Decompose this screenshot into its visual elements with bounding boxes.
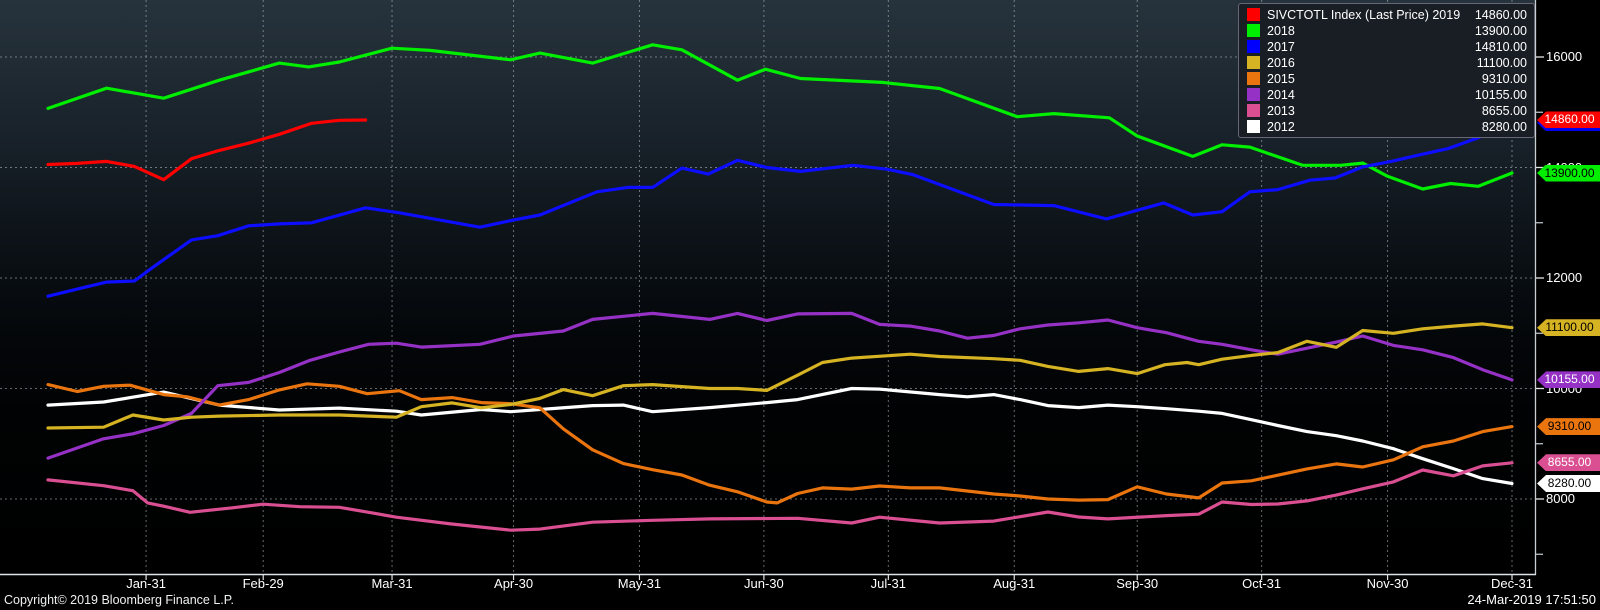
legend-panel: SIVCTOTL Index (Last Price) 2019 14860.00… [1238,3,1535,138]
legend-value: 8655.00 [1481,103,1527,118]
x-axis-label-Sep-30: Sep-30 [1116,576,1159,591]
legend-label: 2018 [1267,23,1295,38]
price-tag-11100.00: 11100.00 [1537,319,1600,337]
legend-swatch-icon [1247,8,1260,21]
copyright-text: Copyright© 2019 Bloomberg Finance L.P. [4,593,234,607]
legend-row-2018[interactable]: 2018 13900.00 [1247,23,1527,38]
legend-label: 2016 [1267,55,1295,70]
series-2014-line [46,311,1514,460]
legend-swatch-icon [1247,88,1260,101]
legend-row-2015[interactable]: 2015 9310.00 [1247,71,1527,86]
y-axis-label-16000: 16000 [1546,49,1583,64]
y-axis-label-12000: 12000 [1546,270,1583,285]
legend-value: 11100.00 [1476,55,1527,70]
legend-swatch-icon [1247,72,1260,85]
x-axis-label-Jul-31: Jul-31 [870,576,907,591]
x-axis-label-Oct-31: Oct-31 [1242,576,1282,591]
legend-value: 10155.00 [1474,87,1527,102]
legend-label: 2013 [1267,103,1295,118]
legend-value: 9310.00 [1481,71,1527,86]
legend-value: 8280.00 [1481,119,1527,134]
price-tag-9310.00: 9310.00 [1537,418,1600,436]
x-axis-label-Apr-30: Apr-30 [494,576,534,591]
x-axis-label-Dec-31: Dec-31 [1491,576,1533,591]
x-axis-label-Feb-29: Feb-29 [242,576,284,591]
x-axis-label-Aug-31: Aug-31 [993,576,1036,591]
legend-swatch-icon [1247,56,1260,69]
price-tag-13900.00: 13900.00 [1537,164,1600,182]
legend-value: 14810.00 [1474,39,1527,54]
series-2012-line [46,386,1514,486]
timestamp-text: 24-Mar-2019 17:51:50 [1467,592,1596,607]
legend-swatch-icon [1247,40,1260,53]
series-2015-line [46,382,1514,505]
legend-value: 14860.00 [1474,7,1527,22]
legend-row-2013[interactable]: 2013 8655.00 [1247,103,1527,118]
legend-label: 2012 [1267,119,1295,134]
series-2013-line [46,461,1514,532]
x-axis-label-Jun-30: Jun-30 [744,576,784,591]
legend-swatch-icon [1247,120,1260,133]
series-2016-line [46,322,1514,430]
series-2019-line [46,118,368,182]
legend-label: SIVCTOTL Index (Last Price) 2019 [1267,7,1461,22]
price-tag-14860.00: 14860.00 [1537,111,1600,129]
legend-swatch-icon [1247,24,1260,37]
price-tag-8280.00: 8280.00 [1537,475,1600,493]
x-axis-label-Jan-31: Jan-31 [126,576,166,591]
legend-label: 2014 [1267,87,1295,102]
price-tag-10155.00: 10155.00 [1537,371,1600,389]
price-tag-8655.00: 8655.00 [1537,454,1600,472]
x-axis-label-Nov-30: Nov-30 [1366,576,1409,591]
legend-row-2017[interactable]: 2017 14810.00 [1247,39,1527,54]
y-axis-label-8000: 8000 [1546,491,1575,506]
legend-value: 13900.00 [1474,23,1527,38]
legend-label: 2017 [1267,39,1295,54]
legend-swatch-icon [1247,104,1260,117]
series-2017-line [46,121,1514,298]
legend-row-2016[interactable]: 2016 11100.00 [1247,55,1527,70]
legend-label: 2015 [1267,71,1295,86]
x-axis-label-May-31: May-31 [617,576,662,591]
series-2018-line [46,43,1514,191]
x-axis-label-Mar-31: Mar-31 [371,576,413,591]
legend-row-2019[interactable]: SIVCTOTL Index (Last Price) 2019 14860.00 [1247,7,1527,22]
legend-row-2012[interactable]: 2012 8280.00 [1247,119,1527,134]
legend-row-2014[interactable]: 2014 10155.00 [1247,87,1527,102]
